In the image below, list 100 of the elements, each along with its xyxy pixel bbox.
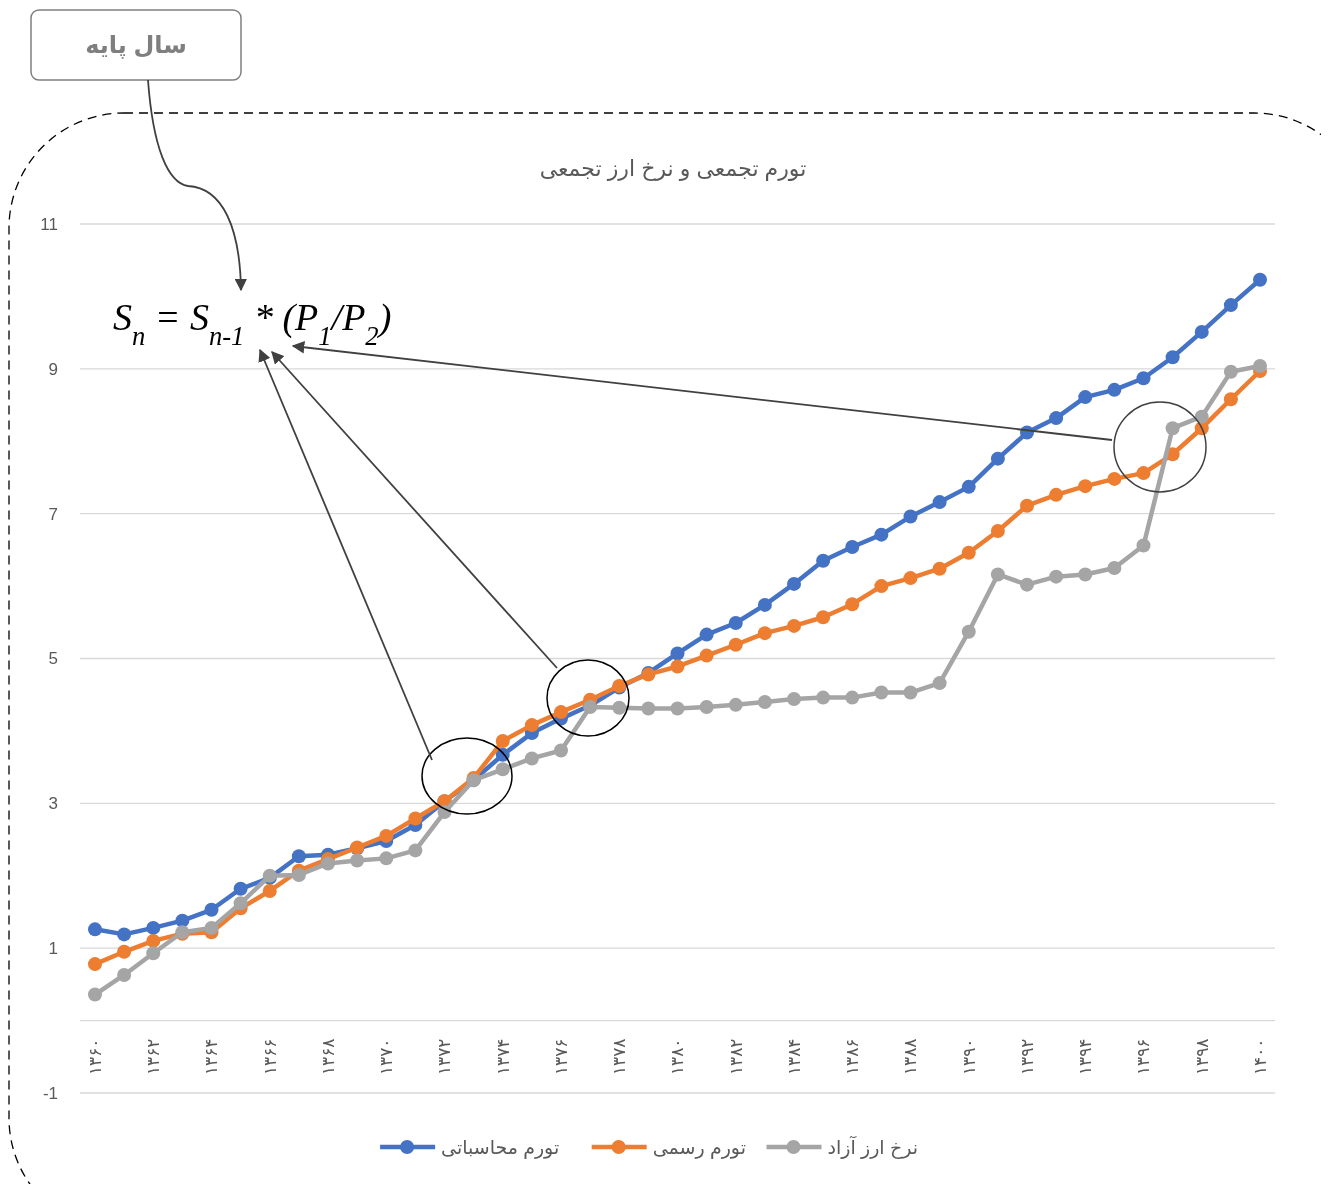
- point: [670, 659, 685, 674]
- point: [350, 853, 365, 868]
- point: [1107, 560, 1122, 575]
- point: [495, 734, 510, 749]
- point: [1049, 487, 1064, 502]
- point: [1136, 538, 1151, 553]
- point: [699, 648, 714, 663]
- text: S$_{n}$ = S$_{n-1}$ * (P$_{1}$/P$_{2}$): [113, 296, 392, 351]
- x-tick-label: ۱۳۸۲: [726, 1038, 746, 1076]
- point: [728, 616, 743, 631]
- point: [175, 913, 190, 928]
- point: [670, 701, 685, 716]
- point: [524, 718, 539, 733]
- point: [845, 690, 860, 705]
- point: [554, 743, 568, 758]
- point: [757, 694, 772, 709]
- point: [874, 685, 889, 700]
- point: [495, 762, 510, 777]
- point: [874, 527, 889, 542]
- y-tick-label: 5: [48, 649, 58, 669]
- point: [990, 524, 1005, 539]
- point: [233, 881, 248, 896]
- point: [961, 479, 976, 494]
- point: [699, 627, 714, 642]
- x-tick-label: ۱۳۷۴: [493, 1038, 513, 1076]
- point: [1223, 298, 1238, 313]
- point: [757, 626, 772, 641]
- point: [787, 576, 801, 591]
- y-tick-label: -1: [42, 1083, 58, 1103]
- point: [524, 751, 539, 766]
- legend-label: تورم رسمی: [652, 1136, 746, 1159]
- point: [1078, 390, 1093, 405]
- point: [1253, 272, 1267, 287]
- point: [379, 828, 394, 843]
- point: [641, 701, 656, 716]
- point: [845, 597, 860, 612]
- point: [1049, 569, 1064, 584]
- x-tick-label: ۱۳۶۸: [318, 1038, 338, 1076]
- point: [117, 967, 132, 982]
- x-tick-label: ۱۳۹۶: [1134, 1038, 1154, 1076]
- point: [1194, 324, 1209, 339]
- point: [291, 849, 306, 864]
- point: [932, 495, 947, 510]
- y-tick-label: 1: [48, 939, 58, 959]
- point: [903, 509, 918, 524]
- point: [204, 902, 219, 917]
- point: [117, 944, 132, 959]
- point: [961, 624, 976, 639]
- point: [408, 843, 423, 858]
- x-tick-label: ۱۳۸۶: [843, 1038, 863, 1076]
- x-tick-label: ۱۴۰۰: [1250, 1038, 1270, 1076]
- point: [932, 561, 947, 576]
- point: [1020, 577, 1034, 592]
- x-tick-label: ۱۳۷۸: [610, 1038, 630, 1076]
- point: [1078, 567, 1093, 582]
- point: [787, 618, 801, 633]
- x-tick-label: ۱۳۶۶: [260, 1038, 280, 1076]
- point: [874, 579, 889, 594]
- x-tick-label: ۱۳۶۰: [85, 1038, 105, 1076]
- point: [146, 933, 161, 948]
- point: [88, 922, 102, 937]
- x-tick-label: ۱۳۹۴: [1076, 1038, 1096, 1076]
- chart-title: تورم تجمعی و نرخ ارز تجمعی: [539, 156, 807, 181]
- point: [204, 920, 219, 935]
- point: [1107, 382, 1122, 397]
- x-tick-label: ۱۳۸۸: [901, 1038, 921, 1076]
- point: [903, 685, 918, 700]
- point: [932, 676, 947, 691]
- x-tick-label: ۱۳۸۰: [668, 1038, 688, 1076]
- point: [699, 700, 714, 715]
- x-tick-label: ۱۳۶۴: [202, 1038, 222, 1076]
- point: [1165, 350, 1180, 365]
- point: [1136, 371, 1151, 386]
- x-tick-label: ۱۳۹۲: [1017, 1038, 1037, 1076]
- point: [233, 896, 248, 911]
- y-tick-label: 7: [48, 504, 58, 524]
- point: [990, 451, 1005, 466]
- point: [990, 567, 1005, 582]
- point: [757, 597, 772, 612]
- legend-label: تورم محاسباتی: [441, 1136, 560, 1159]
- x-tick-label: ۱۳۷۲: [435, 1038, 455, 1076]
- point: [728, 697, 743, 712]
- point: [903, 571, 918, 586]
- point: [1223, 364, 1238, 379]
- point: [670, 646, 685, 661]
- point: [612, 700, 627, 715]
- y-tick-label: 11: [40, 214, 58, 234]
- point: [728, 637, 743, 652]
- point: [1194, 409, 1209, 424]
- point: [1165, 421, 1180, 436]
- point: [1078, 479, 1093, 494]
- point: [816, 690, 831, 705]
- point: [379, 851, 394, 866]
- point: [787, 692, 801, 707]
- point: [816, 553, 831, 568]
- text: سال پایه: [85, 31, 187, 60]
- point: [88, 987, 102, 1002]
- point: [146, 946, 161, 961]
- point: [554, 705, 568, 720]
- point: [262, 883, 277, 898]
